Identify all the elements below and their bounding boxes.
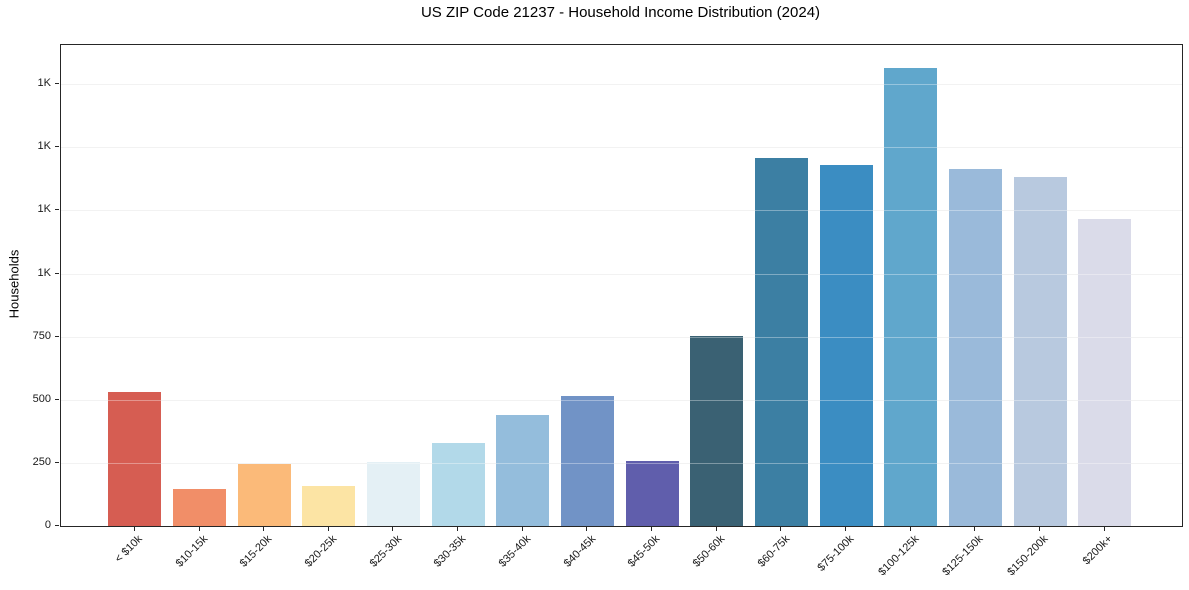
gridline: [61, 147, 1182, 149]
x-tick-mark: [392, 527, 394, 531]
y-tick-mark: [55, 398, 59, 400]
y-axis-title: Households: [6, 249, 22, 319]
gridline-overlay: [61, 273, 1182, 275]
bar: [819, 165, 873, 526]
bar: [754, 157, 808, 526]
x-tick-mark: [651, 527, 653, 531]
x-tick-label: $100-125k: [875, 533, 922, 579]
x-tick-label: $40-45k: [561, 533, 598, 570]
x-tick-label: $125-150k: [940, 533, 986, 579]
y-tick-mark: [55, 461, 59, 463]
x-tick-mark: [327, 527, 329, 531]
gridline-overlay: [61, 336, 1182, 338]
bar: [1078, 219, 1132, 526]
bar: [173, 488, 226, 526]
x-tick-mark: [715, 527, 717, 531]
gridline-overlay: [61, 210, 1182, 212]
bar: [302, 485, 356, 526]
x-tick-mark: [198, 527, 200, 531]
gridline: [61, 210, 1182, 212]
x-tick-mark: [974, 527, 976, 531]
y-tick-label: 1K: [37, 266, 51, 279]
bar: [237, 463, 291, 526]
y-tick-mark: [55, 83, 59, 85]
gridline: [61, 273, 1182, 275]
bar: [625, 460, 679, 526]
x-tick-mark: [457, 527, 459, 531]
x-tick-mark: [133, 527, 135, 531]
bar: [366, 461, 420, 526]
x-tick-mark: [1039, 527, 1040, 531]
x-tick-label: $30-35k: [431, 533, 469, 570]
x-tick-mark: [780, 527, 782, 531]
y-tick-label: 1K: [37, 203, 51, 216]
y-tick-mark: [55, 272, 59, 274]
gridline-overlay: [61, 84, 1182, 86]
bar: [108, 392, 162, 526]
x-tick-mark: [909, 527, 911, 531]
bar: [496, 414, 550, 526]
x-tick-label: $45-50k: [625, 533, 663, 570]
y-tick-label: 250: [32, 455, 51, 468]
gridline: [61, 84, 1182, 86]
x-tick-mark: [586, 527, 588, 531]
gridline: [61, 336, 1182, 338]
gridline: [61, 399, 1182, 401]
y-tick-mark: [55, 146, 59, 148]
y-tick-label: 750: [32, 329, 51, 342]
bar: [690, 335, 744, 526]
y-tick-label: 1K: [37, 140, 51, 153]
x-tick-mark: [263, 527, 265, 531]
x-tick-label: $150-200k: [1005, 533, 1051, 579]
y-tick-mark: [55, 209, 59, 211]
gridline-overlay: [61, 462, 1182, 464]
x-tick-label: $60-75k: [755, 533, 792, 570]
bar: [431, 442, 485, 526]
y-tick-label: 500: [32, 392, 51, 405]
x-tick-label: < $10k: [113, 533, 146, 566]
y-tick-mark: [55, 335, 59, 337]
x-tick-mark: [1103, 527, 1105, 531]
gridline: [61, 462, 1182, 464]
x-tick-label: $20-25k: [302, 533, 340, 570]
plot-area: [60, 44, 1183, 527]
x-tick-label: $75-100k: [815, 533, 857, 574]
x-tick-label: $25-30k: [367, 533, 404, 570]
x-tick-label: $10-15k: [173, 533, 210, 570]
gridline-overlay: [61, 399, 1182, 401]
y-tick-label: 1K: [37, 77, 51, 90]
bar: [1013, 177, 1067, 526]
x-tick-label: $35-40k: [496, 533, 534, 570]
chart-title: US ZIP Code 21237 - Household Income Dis…: [420, 4, 821, 21]
y-tick-mark: [55, 525, 59, 526]
gridline-overlay: [61, 147, 1182, 149]
x-tick-mark: [845, 527, 847, 531]
x-tick-label: $200k+: [1080, 533, 1116, 568]
x-tick-label: $15-20k: [237, 533, 275, 570]
x-tick-mark: [521, 527, 523, 531]
y-tick-label: 0: [44, 519, 51, 531]
bar: [884, 68, 938, 526]
bar: [948, 169, 1002, 526]
x-tick-label: $50-60k: [690, 533, 728, 570]
bar: [560, 395, 614, 526]
